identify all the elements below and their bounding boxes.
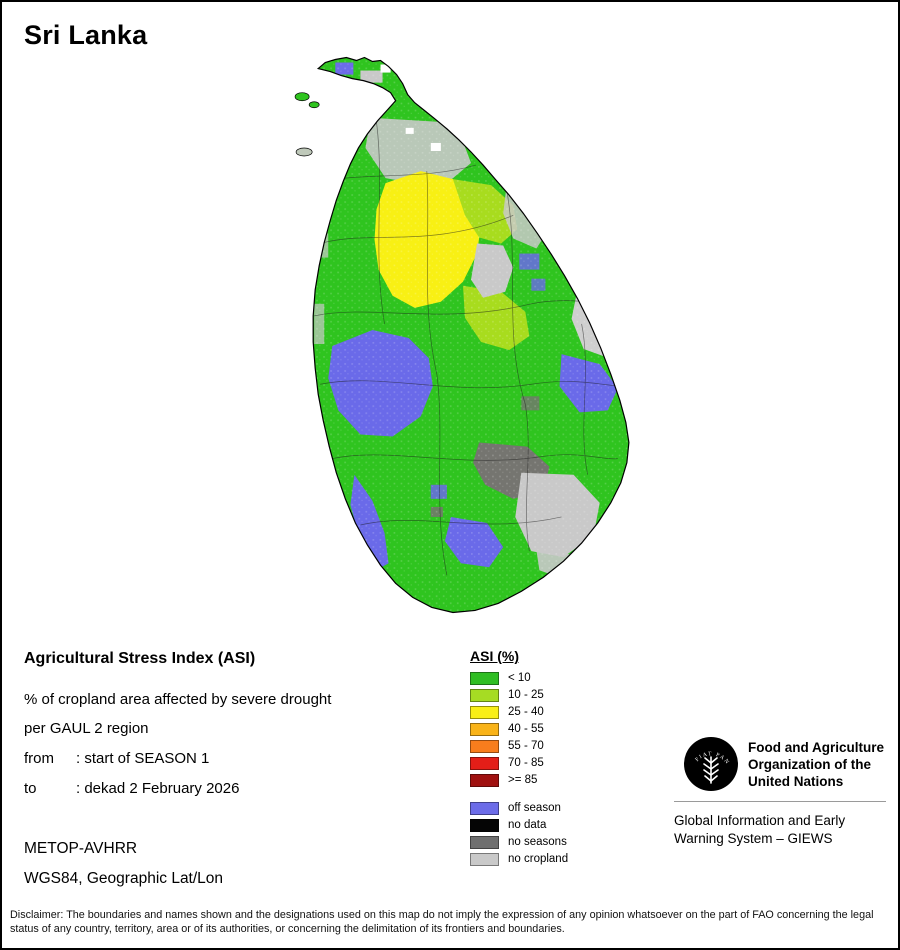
- from-label: from: [24, 750, 54, 767]
- legend-swatch: [470, 835, 499, 849]
- legend-swatch: [470, 722, 499, 736]
- legend-swatch: [470, 739, 499, 753]
- asi-legend: ASI (%) < 10 10 - 25 25 - 40 40 - 55 55 …: [470, 648, 568, 869]
- fao-logo-icon: FIAT PANIS: [682, 735, 738, 791]
- legend-item: >= 85: [470, 773, 568, 787]
- legend-item: < 10: [470, 671, 568, 685]
- gaul-region-line: per GAUL 2 region: [24, 720, 149, 737]
- disclaimer-text: Disclaimer: The boundaries and names sho…: [10, 909, 874, 935]
- island-outline: [312, 56, 630, 614]
- legend-swatch: [470, 671, 499, 685]
- to-label: to: [24, 780, 37, 797]
- to-value: : dekad 2 February 2026: [76, 780, 240, 797]
- projection-name: WGS84, Geographic Lat/Lon: [24, 870, 224, 887]
- period-from: from : start of SEASON 1: [24, 750, 209, 767]
- legend-swatch: [470, 852, 499, 866]
- legend-item: no cropland: [470, 852, 568, 866]
- legend-item: 25 - 40: [470, 705, 568, 719]
- legend-item: 70 - 85: [470, 756, 568, 770]
- period-to: to : dekad 2 February 2026: [24, 780, 239, 797]
- sri-lanka-map-svg: [294, 56, 630, 614]
- fao-divider: [674, 801, 886, 802]
- giews-caption: Global Information and Early Warning Sys…: [674, 813, 846, 846]
- sensor-name: METOP-AVHRR: [24, 840, 138, 857]
- fao-org-name: Food and Agriculture Organization of the…: [748, 740, 884, 789]
- from-value: : start of SEASON 1: [76, 750, 210, 767]
- small-islands: [294, 92, 320, 157]
- legend-item: 40 - 55: [470, 722, 568, 736]
- page-title: Sri Lanka: [24, 20, 148, 50]
- legend-item: off season: [470, 801, 568, 815]
- legend-swatch: [470, 756, 499, 770]
- legend-title: ASI (%): [470, 648, 519, 664]
- legend-item: 55 - 70: [470, 739, 568, 753]
- legend-gap: [470, 790, 568, 801]
- sri-lanka-map: [280, 52, 652, 626]
- legend-item: no data: [470, 818, 568, 832]
- legend-swatch: [470, 688, 499, 702]
- legend-swatch: [470, 818, 499, 832]
- legend-swatch: [470, 801, 499, 815]
- asi-subtitle: % of cropland area affected by severe dr…: [24, 691, 332, 708]
- legend-swatch: [470, 773, 499, 787]
- legend-item: 10 - 25: [470, 688, 568, 702]
- asi-heading: Agricultural Stress Index (ASI): [24, 650, 256, 667]
- legend-swatch: [470, 705, 499, 719]
- legend-item: no seasons: [470, 835, 568, 849]
